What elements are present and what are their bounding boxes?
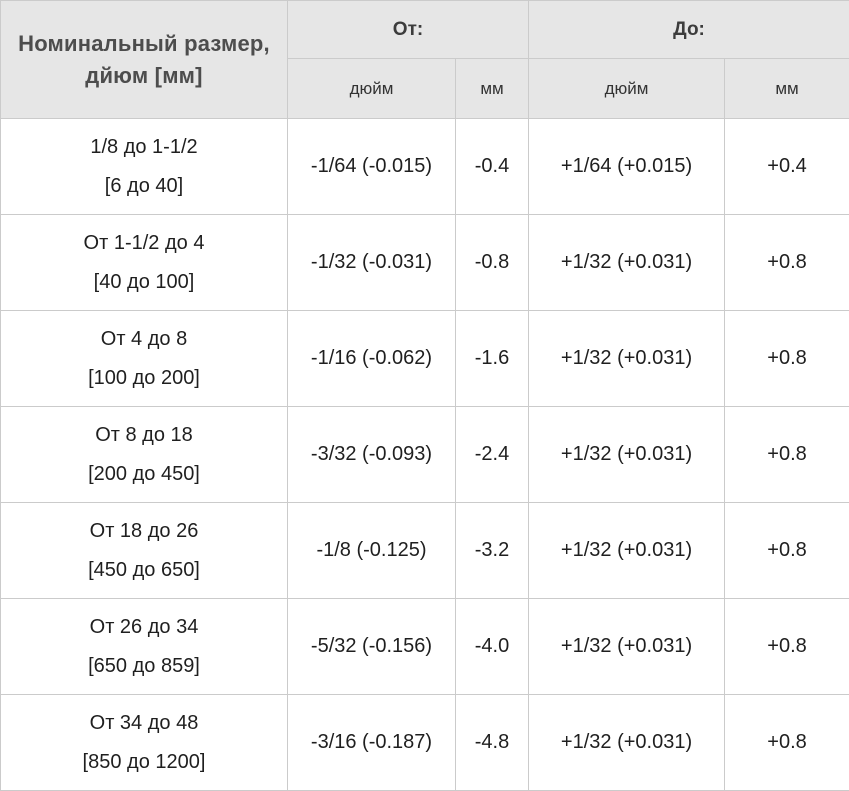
size-cell: От 18 до 26 [450 до 650] [1, 503, 288, 599]
from-inch-cell: -3/32 (-0.093) [288, 407, 456, 503]
size-cell: От 26 до 34 [650 до 859] [1, 599, 288, 695]
to-mm-cell: +0.8 [725, 311, 849, 407]
from-inch-cell: -1/8 (-0.125) [288, 503, 456, 599]
to-mm-cell: +0.8 [725, 599, 849, 695]
size-range-mm: [650 до 859] [1, 647, 287, 686]
table-row: От 34 до 48 [850 до 1200] -3/16 (-0.187)… [1, 695, 849, 791]
to-mm-cell: +0.8 [725, 503, 849, 599]
to-mm-cell: +0.8 [725, 215, 849, 311]
size-range: От 34 до 48 [1, 704, 287, 743]
size-range-mm: [450 до 650] [1, 551, 287, 590]
to-inch-cell: +1/32 (+0.031) [529, 407, 725, 503]
from-mm-cell: -3.2 [456, 503, 529, 599]
from-mm-cell: -0.4 [456, 119, 529, 215]
from-inch-cell: -1/32 (-0.031) [288, 215, 456, 311]
to-inch-cell: +1/32 (+0.031) [529, 695, 725, 791]
size-range-mm: [200 до 450] [1, 455, 287, 494]
from-inch-header: дюйм [288, 59, 456, 119]
from-mm-cell: -2.4 [456, 407, 529, 503]
size-cell: От 4 до 8 [100 до 200] [1, 311, 288, 407]
from-mm-cell: -1.6 [456, 311, 529, 407]
to-inch-cell: +1/32 (+0.031) [529, 599, 725, 695]
size-range: От 26 до 34 [1, 608, 287, 647]
size-cell: 1/8 до 1-1/2 [6 до 40] [1, 119, 288, 215]
to-group-header: До: [529, 1, 849, 59]
size-range-mm: [850 до 1200] [1, 743, 287, 782]
size-range-mm: [6 до 40] [1, 167, 287, 206]
to-mm-cell: +0.4 [725, 119, 849, 215]
from-inch-cell: -3/16 (-0.187) [288, 695, 456, 791]
group-header-row: Номинальный размер, дйюм [мм] От: До: [1, 1, 849, 59]
table-row: От 4 до 8 [100 до 200] -1/16 (-0.062) -1… [1, 311, 849, 407]
size-range: 1/8 до 1-1/2 [1, 128, 287, 167]
from-inch-cell: -5/32 (-0.156) [288, 599, 456, 695]
size-cell: От 34 до 48 [850 до 1200] [1, 695, 288, 791]
from-inch-cell: -1/16 (-0.062) [288, 311, 456, 407]
table-row: От 26 до 34 [650 до 859] -5/32 (-0.156) … [1, 599, 849, 695]
size-range: От 18 до 26 [1, 512, 287, 551]
size-range: От 1-1/2 до 4 [1, 224, 287, 263]
to-inch-header: дюйм [529, 59, 725, 119]
table-body: 1/8 до 1-1/2 [6 до 40] -1/64 (-0.015) -0… [1, 119, 849, 791]
table-row: От 18 до 26 [450 до 650] -1/8 (-0.125) -… [1, 503, 849, 599]
from-mm-header: мм [456, 59, 529, 119]
size-range: От 8 до 18 [1, 416, 287, 455]
size-cell: От 1-1/2 до 4 [40 до 100] [1, 215, 288, 311]
size-range: От 4 до 8 [1, 320, 287, 359]
from-inch-cell: -1/64 (-0.015) [288, 119, 456, 215]
size-range-mm: [100 до 200] [1, 359, 287, 398]
table-header: Номинальный размер, дйюм [мм] От: До: дю… [1, 1, 849, 119]
table-row: 1/8 до 1-1/2 [6 до 40] -1/64 (-0.015) -0… [1, 119, 849, 215]
to-mm-cell: +0.8 [725, 695, 849, 791]
to-inch-cell: +1/32 (+0.031) [529, 215, 725, 311]
table-row: От 1-1/2 до 4 [40 до 100] -1/32 (-0.031)… [1, 215, 849, 311]
nominal-size-header: Номинальный размер, дйюм [мм] [1, 1, 288, 119]
to-mm-cell: +0.8 [725, 407, 849, 503]
to-inch-cell: +1/32 (+0.031) [529, 503, 725, 599]
from-mm-cell: -0.8 [456, 215, 529, 311]
from-group-header: От: [288, 1, 529, 59]
to-mm-header: мм [725, 59, 849, 119]
from-mm-cell: -4.0 [456, 599, 529, 695]
table-row: От 8 до 18 [200 до 450] -3/32 (-0.093) -… [1, 407, 849, 503]
from-mm-cell: -4.8 [456, 695, 529, 791]
to-inch-cell: +1/32 (+0.031) [529, 311, 725, 407]
size-cell: От 8 до 18 [200 до 450] [1, 407, 288, 503]
to-inch-cell: +1/64 (+0.015) [529, 119, 725, 215]
size-range-mm: [40 до 100] [1, 263, 287, 302]
